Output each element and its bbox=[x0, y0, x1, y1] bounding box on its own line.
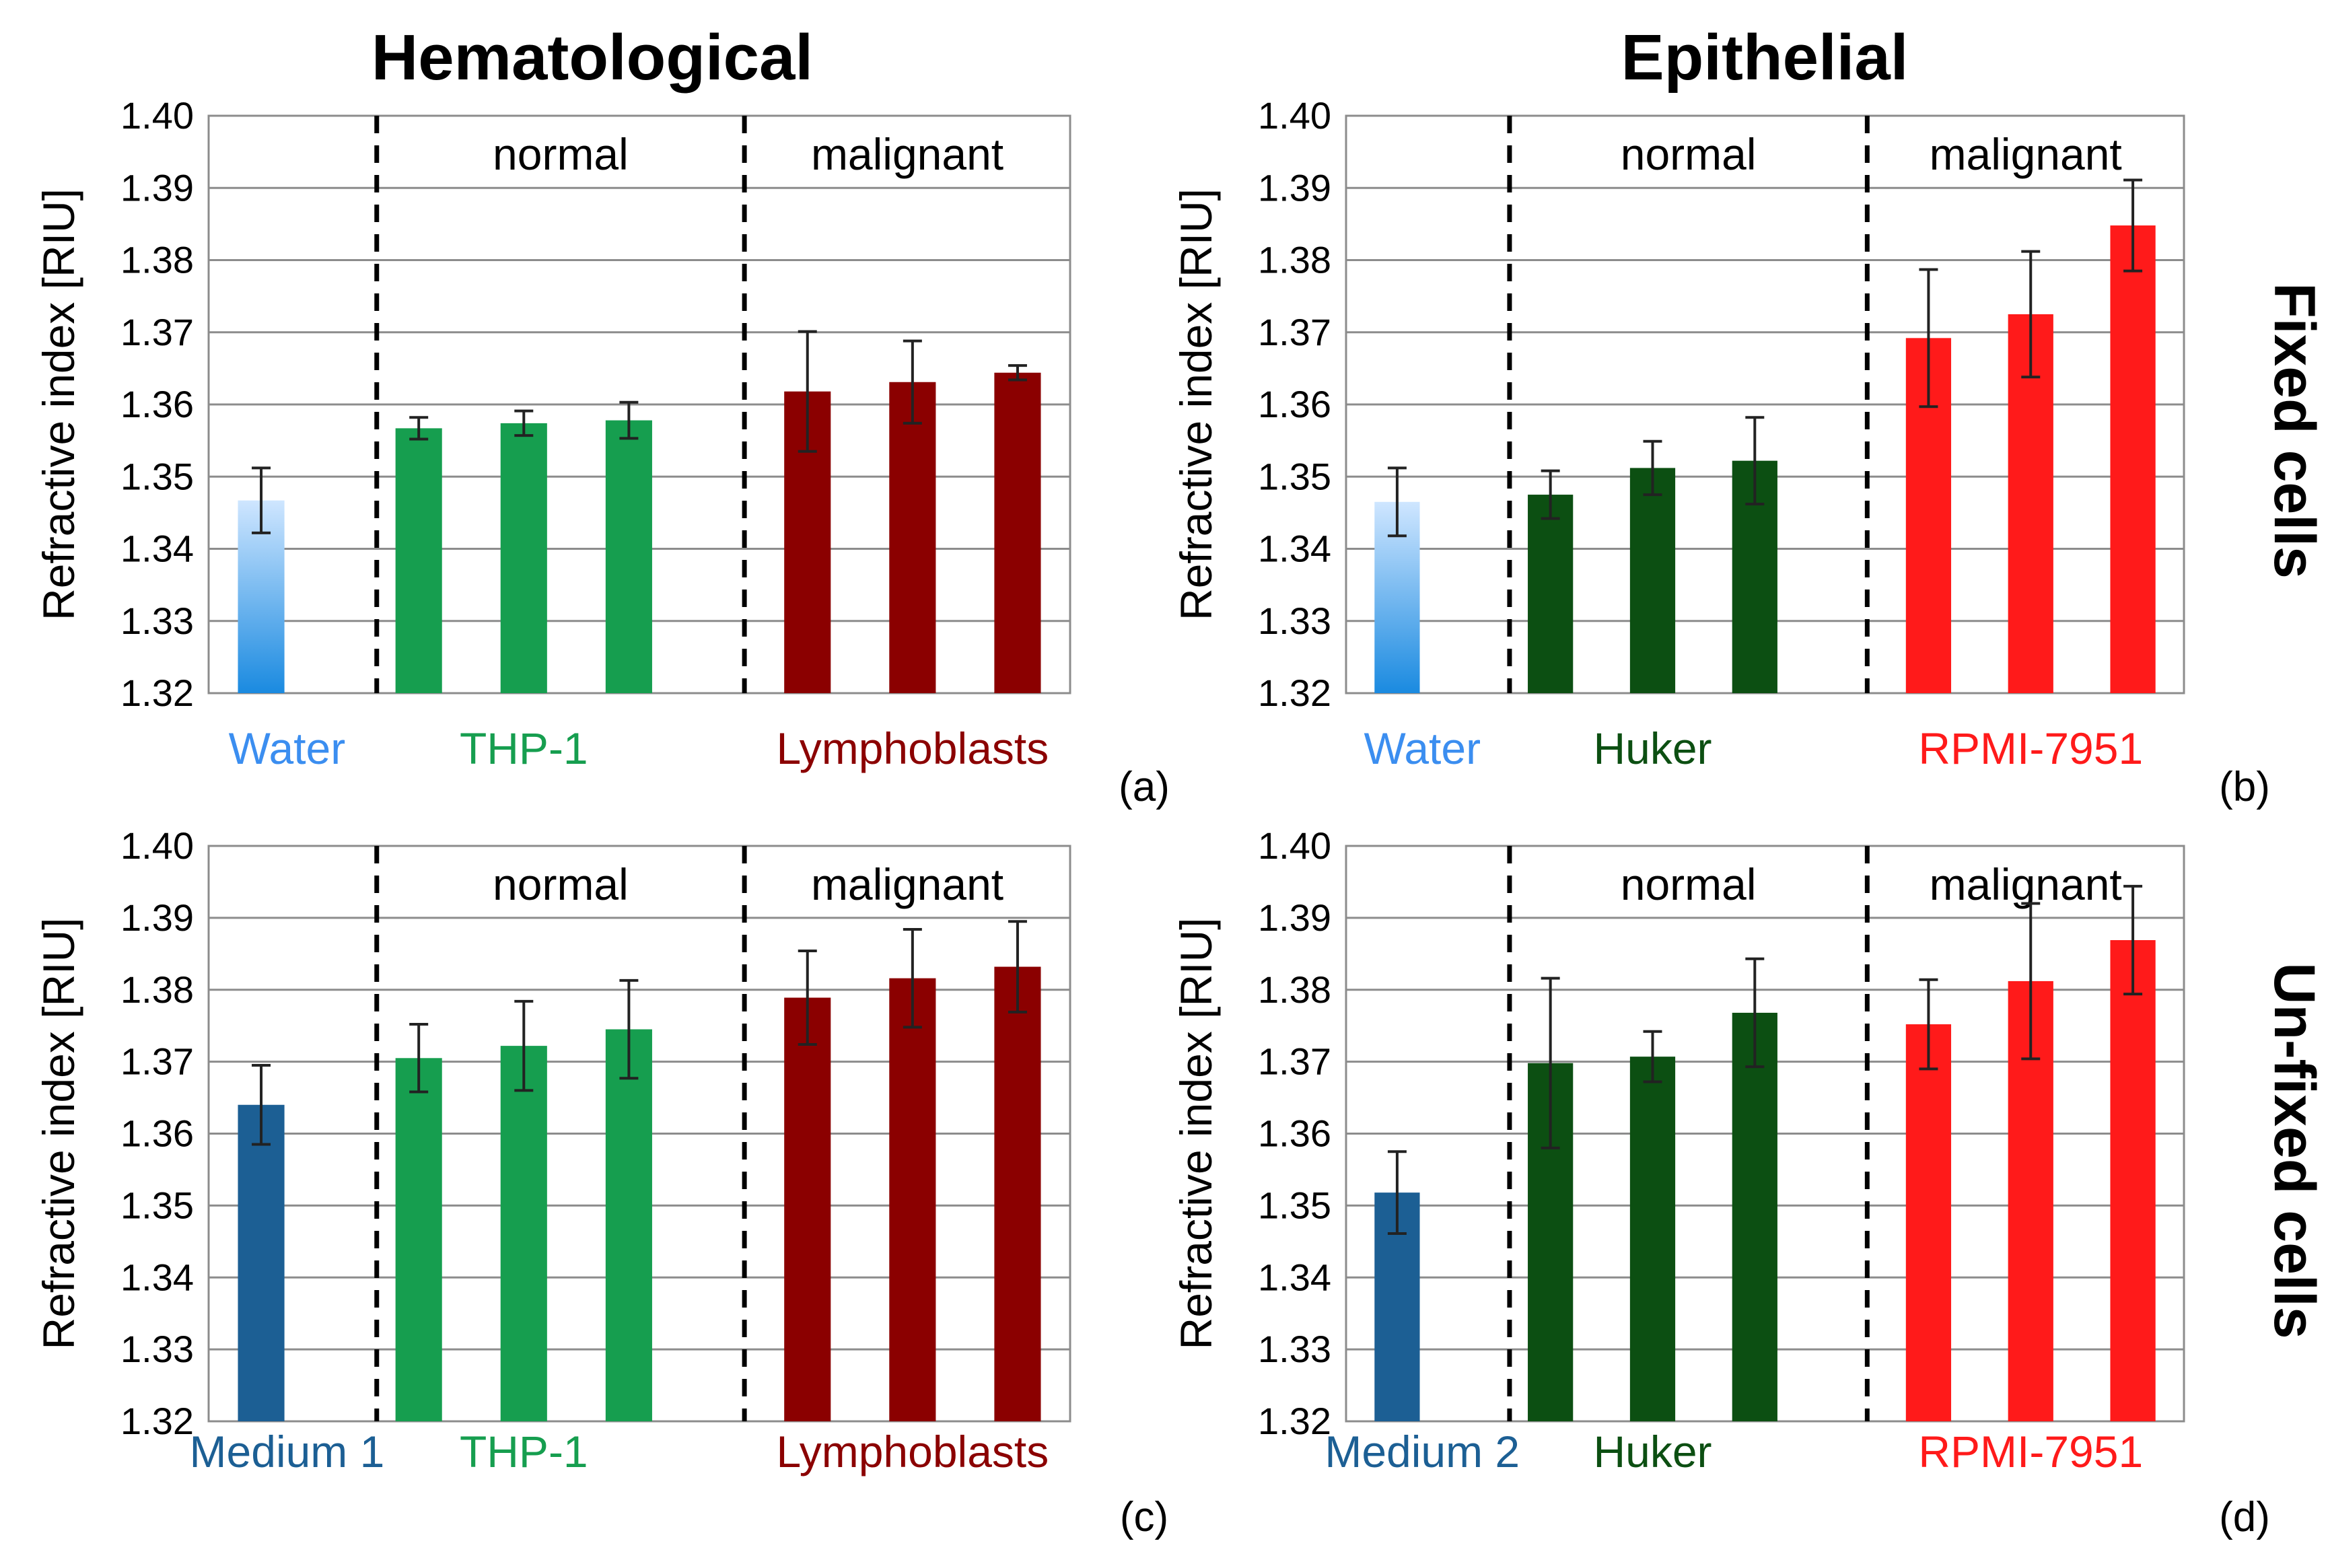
group-label-normal: normal bbox=[1621, 859, 1757, 909]
category-label: THP-1 bbox=[460, 1427, 588, 1476]
y-tick-label: 1.32 bbox=[1258, 672, 1331, 714]
y-tick-label: 1.37 bbox=[120, 1040, 194, 1083]
y-tick-label: 1.32 bbox=[1258, 1400, 1331, 1442]
panel-label: (d) bbox=[2219, 1494, 2270, 1540]
y-tick-label: 1.34 bbox=[1258, 1256, 1331, 1298]
bar bbox=[2110, 225, 2156, 693]
bar bbox=[1629, 1057, 1676, 1421]
group-label-malignant: malignant bbox=[811, 859, 1003, 909]
panel-a: 1.32 1.33 1.34 1.35 1.36 1.37 1.38 1.39 1.40 Refr… bbox=[34, 94, 1170, 810]
y-axis-label: Refractive index [RIU] bbox=[34, 188, 83, 620]
y-tick-label: 1.33 bbox=[120, 1328, 194, 1370]
bar bbox=[1732, 1012, 1777, 1421]
group-label-malignant: malignant bbox=[1930, 129, 2122, 179]
bar bbox=[889, 382, 936, 693]
group-label-normal: normal bbox=[493, 129, 629, 179]
panel-c: 1.32 1.33 1.34 1.35 1.36 1.37 1.38 1.39 1.40 Refr… bbox=[34, 824, 1168, 1540]
y-tick-label: 1.35 bbox=[1258, 455, 1331, 497]
bar bbox=[1528, 495, 1574, 693]
category-label: RPMI-7951 bbox=[1918, 1427, 2143, 1476]
panel-b: 1.32 1.33 1.34 1.35 1.36 1.37 1.38 1.39 1.40 Refr… bbox=[1171, 94, 2270, 810]
y-tick-label: 1.34 bbox=[120, 528, 194, 570]
category-label: Lymphoblasts bbox=[776, 723, 1049, 773]
panel-label: (c) bbox=[1120, 1494, 1168, 1540]
bar bbox=[1629, 468, 1676, 693]
y-tick-label: 1.39 bbox=[1258, 896, 1331, 939]
y-tick-label: 1.38 bbox=[1258, 968, 1331, 1011]
y-tick-label: 1.39 bbox=[120, 166, 194, 209]
group-label-normal: normal bbox=[1621, 129, 1757, 179]
panel-label: (b) bbox=[2219, 764, 2270, 810]
y-tick-label: 1.37 bbox=[1258, 311, 1331, 353]
y-tick-label: 1.33 bbox=[1258, 1328, 1331, 1370]
y-tick-label: 1.39 bbox=[120, 896, 194, 939]
category-label: Water bbox=[229, 723, 346, 773]
category-label: Medium 1 bbox=[190, 1427, 385, 1476]
bar bbox=[2110, 940, 2156, 1421]
y-tick-label: 1.38 bbox=[120, 968, 194, 1011]
y-tick-label: 1.32 bbox=[120, 672, 194, 714]
y-axis-label: Refractive index [RIU] bbox=[1171, 188, 1221, 620]
group-label-malignant: malignant bbox=[811, 129, 1003, 179]
bar bbox=[1905, 1024, 1952, 1421]
y-tick-label: 1.40 bbox=[1258, 824, 1331, 867]
bar bbox=[500, 423, 547, 693]
y-tick-label: 1.35 bbox=[120, 455, 194, 497]
bar bbox=[395, 428, 442, 693]
y-tick-label: 1.34 bbox=[120, 1256, 194, 1298]
y-tick-label: 1.34 bbox=[1258, 528, 1331, 570]
y-tick-label: 1.40 bbox=[120, 94, 194, 137]
y-tick-label: 1.38 bbox=[120, 239, 194, 281]
y-tick-label: 1.37 bbox=[120, 311, 194, 353]
y-tick-label: 1.33 bbox=[120, 600, 194, 642]
group-label-malignant: malignant bbox=[1930, 859, 2122, 909]
bar bbox=[500, 1046, 547, 1421]
y-tick-label: 1.33 bbox=[1258, 600, 1331, 642]
y-tick-label: 1.38 bbox=[1258, 239, 1331, 281]
y-tick-label: 1.35 bbox=[120, 1184, 194, 1226]
y-axis-label: Refractive index [RIU] bbox=[1171, 918, 1221, 1350]
bar bbox=[238, 1104, 285, 1421]
y-axis-label: Refractive index [RIU] bbox=[34, 918, 83, 1350]
bar bbox=[889, 978, 936, 1421]
y-tick-label: 1.35 bbox=[1258, 1184, 1331, 1226]
y-tick-label: 1.32 bbox=[120, 1400, 194, 1442]
bar bbox=[605, 420, 652, 693]
category-label: Medium 2 bbox=[1325, 1427, 1520, 1476]
bar bbox=[605, 1029, 652, 1421]
y-tick-label: 1.37 bbox=[1258, 1040, 1331, 1083]
category-label: Water bbox=[1364, 723, 1481, 773]
y-tick-label: 1.39 bbox=[1258, 166, 1331, 209]
y-tick-label: 1.36 bbox=[120, 383, 194, 425]
panel-label: (a) bbox=[1119, 764, 1170, 810]
bar bbox=[784, 997, 831, 1421]
bar bbox=[994, 966, 1041, 1421]
row-title-unfixed-cells: Un-fixed cells bbox=[2262, 962, 2327, 1339]
y-tick-label: 1.36 bbox=[1258, 1112, 1331, 1155]
column-title-epithelial: Epithelial bbox=[1621, 22, 1909, 94]
category-label: Huker bbox=[1593, 723, 1712, 773]
panel-d: 1.32 1.33 1.34 1.35 1.36 1.37 1.38 1.39 1.40 Refr… bbox=[1171, 824, 2270, 1540]
bar bbox=[994, 372, 1041, 693]
category-label: Huker bbox=[1593, 1427, 1712, 1476]
bar bbox=[395, 1058, 442, 1421]
row-title-fixed-cells: Fixed cells bbox=[2262, 283, 2327, 579]
column-title-hematological: Hematological bbox=[372, 22, 813, 94]
y-tick-label: 1.40 bbox=[1258, 94, 1331, 137]
category-label: Lymphoblasts bbox=[776, 1427, 1049, 1476]
y-tick-label: 1.36 bbox=[1258, 383, 1331, 425]
category-label: RPMI-7951 bbox=[1918, 723, 2143, 773]
group-label-normal: normal bbox=[493, 859, 629, 909]
y-tick-label: 1.40 bbox=[120, 824, 194, 867]
category-label: THP-1 bbox=[460, 723, 588, 773]
y-tick-label: 1.36 bbox=[120, 1112, 194, 1155]
